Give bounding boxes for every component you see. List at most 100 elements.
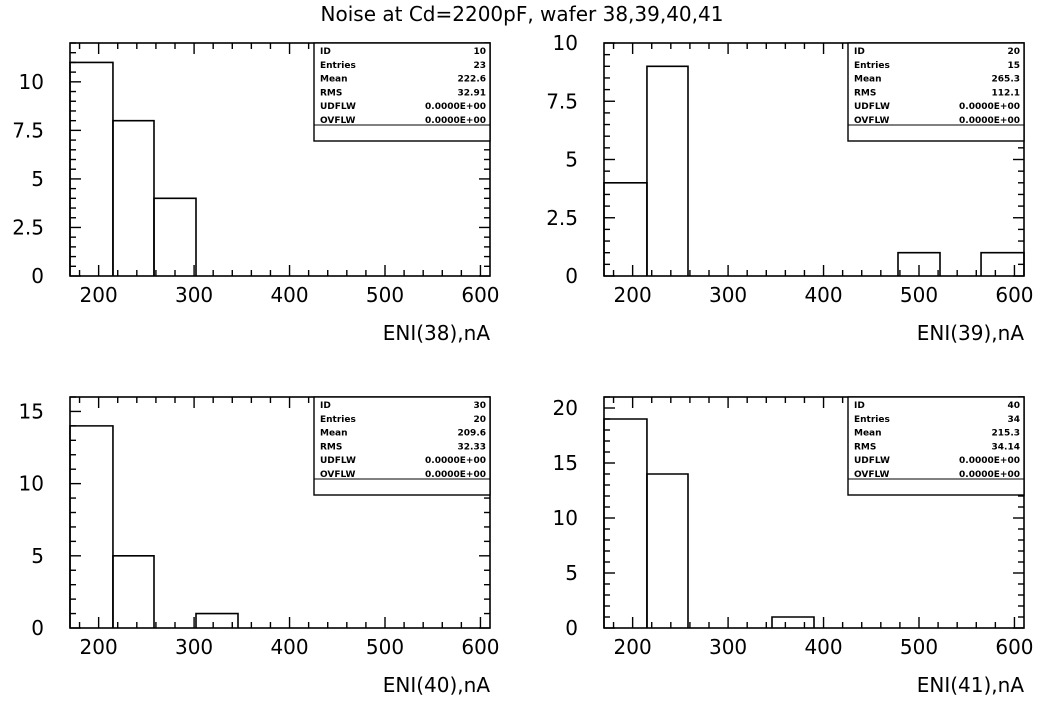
stats-label: RMS [320,88,342,98]
stats-label: Mean [854,429,882,439]
y-tick-label: 0 [31,616,44,640]
x-tick-label: 600 [461,635,499,659]
stats-label: Entries [320,415,356,425]
x-tick-label: 300 [175,283,213,307]
panel-3: 200 300 400 500 600 0 5 10 15 ENI(40),nA ID 30 Entri… [19,396,500,697]
histogram-bin [112,555,155,628]
histogram-bin [980,251,1025,276]
x-tick-label: 500 [900,283,938,307]
stats-label: Entries [854,61,890,71]
y-tick-label: 2.5 [546,206,578,230]
x-tick-label: 200 [80,635,118,659]
y-tick-label: 0 [31,264,44,288]
stats-label: UDFLW [854,456,890,466]
y-tick-label: 20 [553,396,578,420]
x-tick-label: 400 [270,635,308,659]
y-tick-label: 5 [31,544,44,568]
y-tick-label: 0 [565,264,578,288]
stats-value: 0.0000E+00 [425,470,486,480]
panel-2: 200 300 400 500 600 0 2.5 5 7.5 10 ENI(39),nA ID 20 E… [546,31,1033,345]
x-tick-label: 600 [995,635,1033,659]
stats-value: 20 [1007,47,1020,57]
stats-value: 0.0000E+00 [425,116,486,126]
figure-title: Noise at Cd=2200pF, wafer 38,39,40,41 [320,2,724,26]
histogram-bin [603,418,648,628]
stats-label: UDFLW [320,456,356,466]
y-tick-label: 10 [19,472,44,496]
x-tick-label: 500 [366,283,404,307]
y-tick-label: 10 [553,506,578,530]
histogram-bin [69,425,114,628]
stats-value: 0.0000E+00 [959,456,1020,466]
panel-1: 200 300 400 500 600 0 2.5 5 7.5 10 ENI(38),nA ID 10 E… [12,42,500,345]
stats-box: ID 20 Entries 15 Mean 265.3 RMS 112.1 UDFLW 0.000… [847,42,1025,142]
stats-value: 34.14 [992,442,1020,452]
histogram-bin [195,612,239,628]
stats-value: 209.6 [458,429,486,439]
stats-value: 10 [473,47,486,57]
stats-label: OVFLW [320,116,356,126]
histogram-bin [897,251,941,276]
x-tick-label: 200 [614,635,652,659]
stats-label: UDFLW [854,102,890,112]
x-axis-title: ENI(40),nA [383,673,491,697]
x-tick-label: 600 [461,283,499,307]
x-tick-label: 300 [709,283,747,307]
histogram-bin [646,473,689,628]
stats-value: 23 [473,61,486,71]
stats-label: Mean [320,429,348,439]
stats-label: RMS [854,88,876,98]
x-tick-label: 400 [804,635,842,659]
stats-box: ID 30 Entries 20 Mean 209.6 RMS 32.33 UDFLW 0.000… [313,396,491,496]
stats-label: RMS [854,442,876,452]
stats-value: 222.6 [458,75,486,85]
x-tick-label: 200 [80,283,118,307]
stats-value: 15 [1007,61,1020,71]
y-tick-label: 7.5 [12,118,44,142]
stats-label: RMS [320,442,342,452]
x-tick-label: 300 [709,635,747,659]
stats-value: 0.0000E+00 [425,456,486,466]
y-tick-label: 0 [565,616,578,640]
stats-label: Mean [320,75,348,85]
stats-label: OVFLW [854,470,890,480]
y-tick-label: 7.5 [546,89,578,113]
stats-value: 34 [1007,415,1020,425]
stats-label: Mean [854,75,882,85]
stats-label: Entries [854,415,890,425]
x-tick-label: 600 [995,283,1033,307]
histogram-bin [153,197,197,276]
stats-label: ID [320,401,331,411]
stats-value: 20 [473,415,486,425]
y-tick-label: 2.5 [12,215,44,239]
x-tick-label: 400 [270,283,308,307]
stats-value: 0.0000E+00 [959,102,1020,112]
stats-label: OVFLW [854,116,890,126]
stats-box: ID 40 Entries 34 Mean 215.3 RMS 34.14 UDFLW 0.000… [847,396,1025,496]
x-tick-label: 200 [614,283,652,307]
stats-label: ID [854,401,865,411]
stats-value: 112.1 [992,88,1020,98]
y-tick-label: 15 [553,451,578,475]
x-tick-label: 300 [175,635,213,659]
x-axis-title: ENI(41),nA [917,673,1025,697]
stats-box: ID 10 Entries 23 Mean 222.6 RMS 32.91 UDFLW 0.000… [313,42,491,142]
stats-value: 40 [1007,401,1020,411]
stats-value: 32.91 [458,88,486,98]
histogram-bin [112,119,155,276]
x-axis-title: ENI(39),nA [917,321,1025,345]
stats-label: ID [320,47,331,57]
x-tick-label: 400 [804,283,842,307]
histogram-bin [603,182,648,276]
x-tick-label: 500 [900,635,938,659]
y-tick-label: 5 [565,148,578,172]
panel-4: 200 300 400 500 600 0 5 10 15 20 ENI(41),nA ID 40 Ent… [553,396,1034,697]
histogram-bin [646,65,689,276]
histogram-bin [69,61,114,276]
stats-value: 265.3 [992,75,1020,85]
y-tick-label: 15 [19,399,44,423]
stats-label: ID [854,47,865,57]
stats-value: 30 [473,401,486,411]
histogram-bin [771,616,815,628]
